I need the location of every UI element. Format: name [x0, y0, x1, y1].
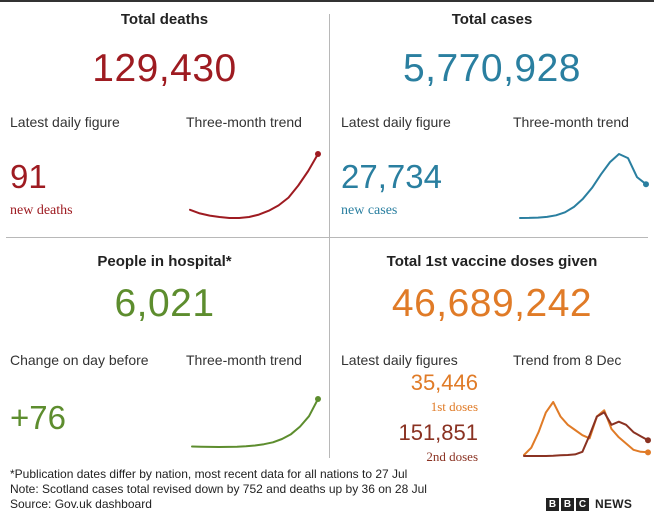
- cases-trend-chart-series-0: [519, 153, 647, 219]
- cases-trend-label: Three-month trend: [513, 114, 629, 130]
- vaccine-first-label: 1st doses: [430, 399, 478, 414]
- vaccine-first-value: 35,446: [410, 370, 478, 395]
- deaths-trend-chart-latest-point-0: [315, 151, 321, 157]
- bbc-news-logo: B B C NEWS: [546, 497, 632, 511]
- cases-total: 5,770,928: [402, 47, 581, 90]
- vertical-divider: [329, 14, 330, 458]
- vaccine-trend-chart-latest-point-1: [645, 437, 651, 444]
- vaccine-second-label: 2nd doses: [426, 449, 478, 464]
- hospital-change-value: +76: [10, 399, 66, 436]
- cases-trend-chart-latest-point-0: [643, 181, 649, 188]
- vaccine-trend-label: Trend from 8 Dec: [513, 352, 622, 368]
- deaths-title: Total deaths: [120, 11, 209, 28]
- top-rule: [0, 0, 654, 2]
- vaccine-trend-chart-series-0: [523, 401, 649, 456]
- hospital-trend-chart-latest-point-0: [315, 396, 321, 402]
- deaths-daily-sub: new deaths: [10, 203, 73, 218]
- hospital-change-label: Change on day before: [10, 352, 149, 368]
- horizontal-divider: [6, 237, 648, 238]
- logo-letter-b1: B: [546, 497, 559, 511]
- vaccine-total: 46,689,242: [391, 282, 593, 325]
- hospital-total: 6,021: [114, 282, 215, 325]
- cases-daily-label: Latest daily figure: [341, 114, 451, 130]
- deaths-daily-label: Latest daily figure: [10, 114, 120, 130]
- cases-daily-sub: new cases: [341, 203, 398, 218]
- hospital-trend-chart-series-0: [191, 398, 319, 448]
- hospital-title: People in hospital*: [97, 253, 232, 270]
- vaccine-second-value: 151,851: [398, 420, 478, 445]
- cases-daily-value: 27,734: [341, 158, 442, 195]
- vaccine-title: Total 1st vaccine doses given: [386, 253, 598, 270]
- logo-letter-b2: B: [561, 497, 574, 511]
- deaths-trend-chart: [189, 151, 321, 219]
- footnote-publication: *Publication dates differ by nation, mos…: [10, 467, 408, 481]
- hospital-trend-chart: [191, 396, 321, 448]
- deaths-daily-value: 91: [10, 158, 47, 195]
- deaths-total: 129,430: [92, 47, 237, 90]
- cases-title: Total cases: [451, 11, 533, 28]
- footnote-source: Source: Gov.uk dashboard: [10, 497, 152, 511]
- vaccine-trend-chart: [523, 401, 651, 457]
- vaccine-trend-chart-series-1: [523, 411, 649, 457]
- cases-trend-chart: [519, 153, 649, 219]
- logo-word: NEWS: [595, 497, 633, 511]
- deaths-trend-label: Three-month trend: [186, 114, 302, 130]
- deaths-trend-chart-series-0: [189, 153, 319, 219]
- footnote-scotland: Note: Scotland cases total revised down …: [10, 482, 427, 496]
- vaccine-trend-chart-latest-point-0: [645, 449, 651, 456]
- vaccine-daily-label: Latest daily figures: [341, 352, 458, 368]
- hospital-trend-label: Three-month trend: [186, 352, 302, 368]
- logo-letter-c: C: [576, 497, 589, 511]
